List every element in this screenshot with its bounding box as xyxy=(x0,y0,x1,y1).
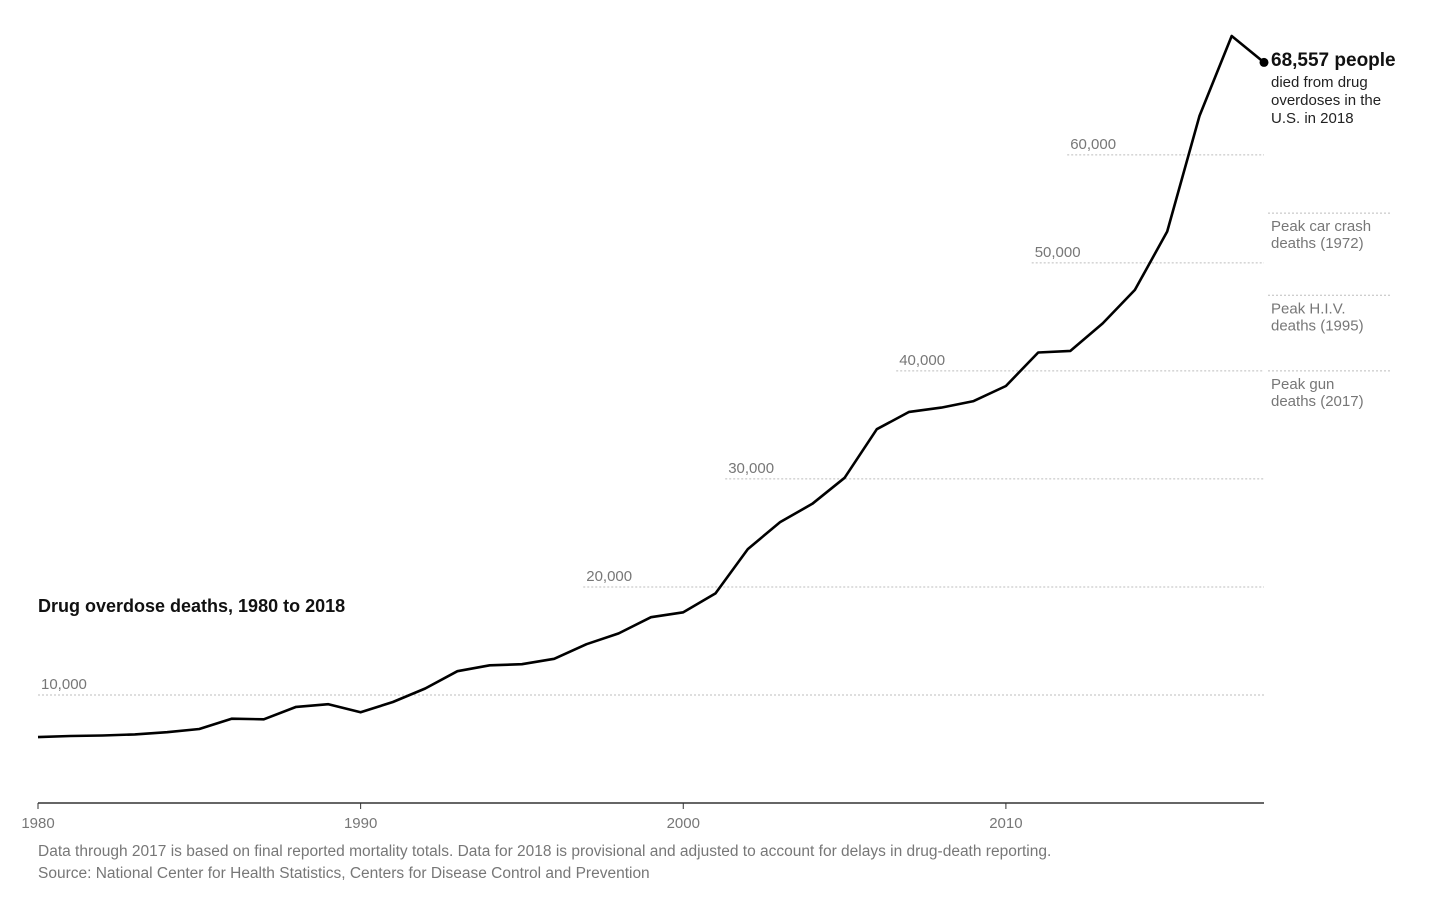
y-tick-label-10000: 10,000 xyxy=(41,676,87,693)
reference-label-2-line-2: deaths (1995) xyxy=(1271,317,1364,334)
reference-label-3-line-1: Peak gun xyxy=(1271,376,1334,393)
y-tick-label-40000: 40,000 xyxy=(899,352,945,369)
x-tick-label-2000: 2000 xyxy=(667,815,700,832)
y-tick-label-20000: 20,000 xyxy=(586,568,632,585)
y-tick-label-30000: 30,000 xyxy=(728,460,774,477)
endpoint-marker-2018 xyxy=(1259,57,1269,67)
callout-line-2: overdoses in the xyxy=(1271,92,1381,109)
x-axis-ticks: 1980 1990 2000 2010 xyxy=(21,803,1023,832)
source-note: Source: National Center for Health Stati… xyxy=(38,865,650,882)
x-tick-label-1990: 1990 xyxy=(344,815,377,832)
x-tick-label-1980: 1980 xyxy=(21,815,54,832)
footnote: Data through 2017 is based on final repo… xyxy=(38,843,1051,860)
callout-line-1: died from drug xyxy=(1271,74,1368,91)
reference-label-1-line-2: deaths (1972) xyxy=(1271,235,1364,252)
series-line-overdose-deaths xyxy=(37,34,1265,739)
y-tick-label-60000: 60,000 xyxy=(1070,136,1116,153)
chart-title: Drug overdose deaths, 1980 to 2018 xyxy=(38,596,345,616)
reference-label-2-line-1: Peak H.I.V. xyxy=(1271,300,1346,317)
callout-value: 68,557 people xyxy=(1271,50,1396,71)
x-tick-label-2010: 2010 xyxy=(989,815,1022,832)
reference-label-1-line-1: Peak car crash xyxy=(1271,218,1371,235)
y-tick-label-50000: 50,000 xyxy=(1035,244,1081,261)
reference-label-3-line-2: deaths (2017) xyxy=(1271,393,1364,410)
gridlines: 10,000 20,000 30,000 40,000 50,000 60,000 xyxy=(38,136,1264,696)
callout-line-3: U.S. in 2018 xyxy=(1271,110,1354,127)
